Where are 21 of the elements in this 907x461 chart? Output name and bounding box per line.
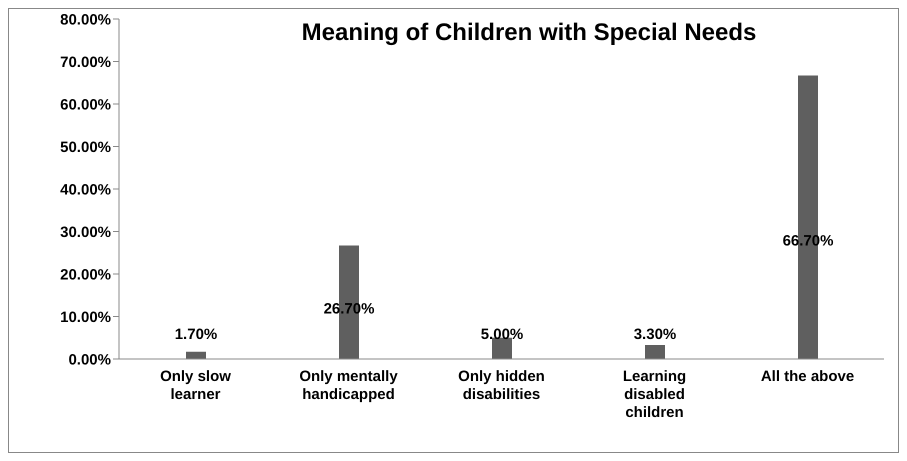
x-tick-label: Only slow learner <box>160 368 232 403</box>
data-label: 1.70% <box>174 326 218 343</box>
y-tick-label: 40.00% <box>60 181 111 198</box>
y-tick-label: 10.00% <box>60 308 111 326</box>
bar <box>186 352 206 359</box>
y-tick-label: 70.00% <box>60 54 111 71</box>
y-tick-label: 20.00% <box>60 266 111 284</box>
y-tick-label: 80.00% <box>60 11 111 28</box>
bar <box>645 344 665 359</box>
y-tick-label: 0.00% <box>68 351 111 368</box>
data-label: 3.30% <box>634 326 676 343</box>
x-tick-label: All the above <box>760 368 854 385</box>
bar <box>492 338 512 359</box>
y-tick-label: 60.00% <box>60 96 111 114</box>
data-label: 5.00% <box>480 326 524 343</box>
chart-title: Meaning of Children with Special Needs <box>300 19 758 47</box>
x-tick-label: Only hidden disabilities <box>458 368 545 403</box>
y-tick-label: 30.00% <box>60 224 111 241</box>
x-tick-label: Only mentally handicapped <box>299 368 398 403</box>
y-tick-label: 50.00% <box>60 138 111 156</box>
x-tick-label: Learning disabled children <box>622 368 686 421</box>
